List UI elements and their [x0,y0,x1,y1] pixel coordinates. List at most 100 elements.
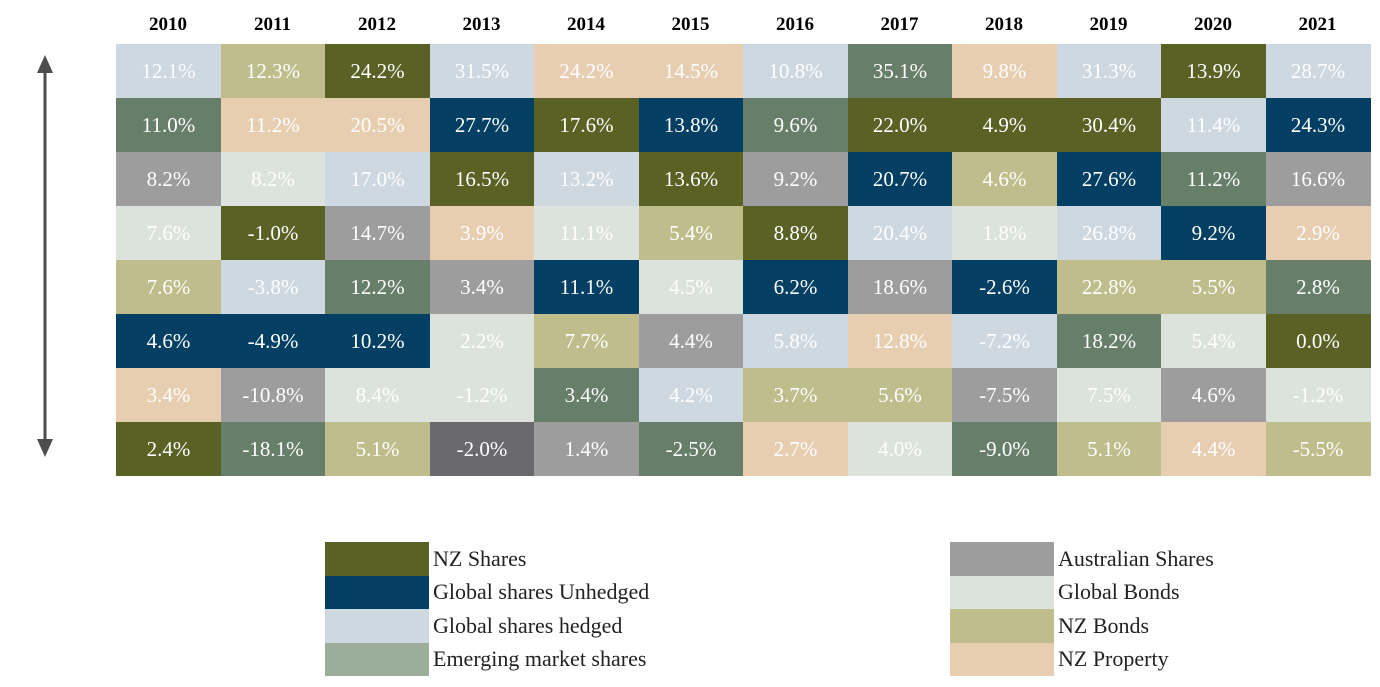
return-cell: 11.1% [534,206,639,260]
legend-label: NZ Bonds [1058,612,1150,638]
return-cell: 11.4% [1161,98,1266,152]
return-cell: 18.6% [847,260,953,314]
return-cell: 20.7% [847,152,953,206]
legend-swatch [325,609,429,643]
return-cell: 5.5% [1161,260,1266,314]
return-cell: 11.2% [220,98,326,152]
return-cell: 31.5% [429,44,535,98]
return-cell: -2.5% [638,422,744,476]
legend-label: Global shares hedged [433,612,623,638]
return-cell: 5.6% [847,368,953,422]
return-cell: 8.8% [743,206,848,260]
return-cell: 1.4% [534,422,639,476]
return-cell: 3.9% [429,206,535,260]
return-cell: 22.8% [1056,260,1162,314]
return-cell: 20.5% [325,98,430,152]
return-cell: 2.4% [116,422,221,476]
return-cell: 14.5% [638,44,744,98]
return-cell: 5.4% [638,206,744,260]
legend-item: Global Bonds [950,575,1214,609]
return-cell: 28.7% [1265,44,1371,98]
return-cell: 2.9% [1265,206,1371,260]
return-cell: 12.2% [325,260,430,314]
return-cell: -5.5% [1265,422,1371,476]
year-label: 2015 [671,14,710,35]
legend-swatch [950,609,1054,643]
legend-item: NZ Property [950,642,1214,676]
legend-swatch [325,542,429,576]
legend-label: NZ Property [1058,646,1169,672]
return-cell: 11.0% [116,98,221,152]
return-cell: 8.2% [116,152,221,206]
return-cell: 7.6% [116,206,221,260]
return-cell: 10.8% [743,44,848,98]
return-cell: 22.0% [847,98,953,152]
return-cell: 24.3% [1265,98,1371,152]
legend-item: Australian Shares [950,542,1214,576]
return-cell: 9.2% [1161,206,1266,260]
return-cell: 3.4% [429,260,535,314]
return-cell: 17.0% [325,152,430,206]
return-cell: 0.0% [1265,314,1371,368]
legend-swatch [325,575,429,609]
return-cell: 9.2% [743,152,848,206]
return-cell: -2.6% [952,260,1057,314]
legend-swatch [950,542,1054,576]
legend-item: NZ Shares [325,542,649,576]
year-label: 2010 [149,14,187,35]
return-cell: 16.6% [1265,152,1371,206]
return-cell: 13.8% [638,98,744,152]
legend-label: NZ Shares [433,545,527,571]
return-cell: 5.8% [743,314,848,368]
return-cell: 24.2% [534,44,639,98]
return-cell: 3.7% [743,368,848,422]
return-cell: 7.5% [1056,368,1162,422]
year-label: 2014 [567,14,605,35]
year-label: 2012 [358,14,396,35]
return-cell: 13.2% [534,152,639,206]
legend-item: NZ Bonds [950,609,1214,643]
return-cell: 9.8% [952,44,1057,98]
year-label: 2016 [776,14,814,35]
return-cell: 4.9% [952,98,1057,152]
return-cell: 12.8% [847,314,953,368]
return-cell: 10.2% [325,314,430,368]
return-cell: 4.6% [1161,368,1266,422]
return-cell: 18.2% [1056,314,1162,368]
return-cell: -9.0% [952,422,1057,476]
year-label: 2019 [1089,14,1128,35]
return-cell: -7.5% [952,368,1057,422]
return-cell: 17.6% [534,98,639,152]
return-cell: 4.5% [638,260,744,314]
return-cell: 3.4% [116,368,221,422]
return-cell: -1.0% [220,206,326,260]
year-label: 2020 [1194,14,1232,35]
return-cell: 31.3% [1056,44,1162,98]
legend-item: Global shares hedged [325,609,649,643]
return-cell: 3.4% [534,368,639,422]
year-label: 2021 [1298,14,1337,35]
legend-right: Australian Shares Global Bonds NZ Bonds NZ … [950,542,1214,676]
return-cell: 5.1% [1056,422,1162,476]
return-cell: 7.7% [534,314,639,368]
legend-label: Global Bonds [1058,579,1180,605]
return-cell: 13.9% [1161,44,1266,98]
return-cell: 9.6% [743,98,848,152]
legend-item: Emerging market shares [325,642,649,676]
return-cell: 4.6% [952,152,1057,206]
return-cell: 12.1% [116,44,221,98]
return-cell: 14.7% [325,206,430,260]
year-label: 2013 [462,14,501,35]
return-cell: 27.6% [1056,152,1162,206]
legend-label: Emerging market shares [433,646,647,672]
return-cell: -10.8% [220,368,326,422]
return-cell: 11.2% [1161,152,1266,206]
legend-left: NZ Shares Global shares Unhedged Global sh… [325,542,649,676]
return-cell: -18.1% [220,422,326,476]
return-cell: -7.2% [952,314,1057,368]
return-cell: 11.1% [534,260,639,314]
return-cell: 2.8% [1265,260,1371,314]
year-label: 2017 [880,14,919,35]
return-cell: 4.0% [847,422,953,476]
